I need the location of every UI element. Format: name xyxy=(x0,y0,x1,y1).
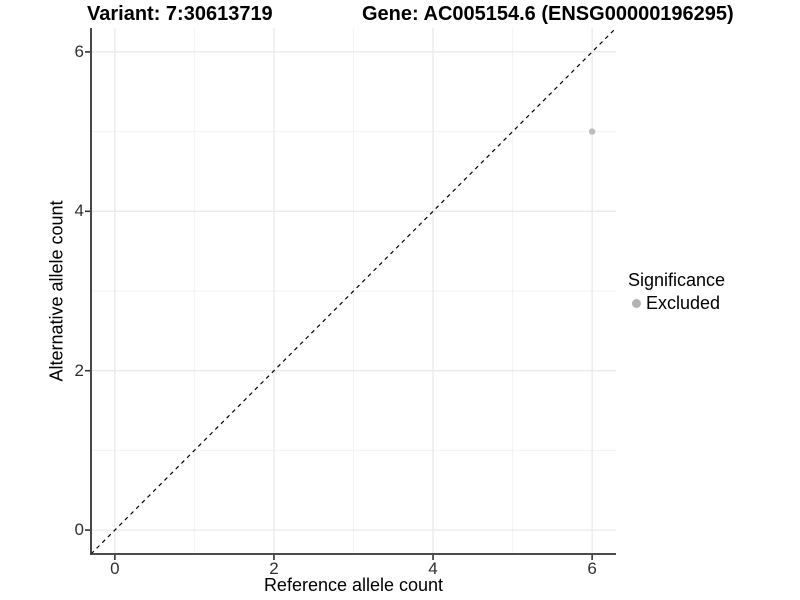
legend-item-excluded: Excluded xyxy=(628,292,725,313)
excluded-point-icon xyxy=(632,298,641,308)
data-point-excluded xyxy=(588,128,596,135)
gene-title: Gene: AC005154.6 (ENSG00000196295) xyxy=(362,3,734,25)
y-tick-label: 2 xyxy=(74,360,84,380)
legend: Significance Excluded xyxy=(628,270,726,313)
x-axis-title: Reference allele count xyxy=(263,575,444,595)
legend-title: Significance xyxy=(628,270,726,290)
x-tick-label: 2 xyxy=(269,559,279,578)
y-tick-label: 4 xyxy=(74,201,84,221)
variant-title: Variant: 7:30613719 xyxy=(87,3,273,25)
identity-reference-line xyxy=(90,27,617,555)
legend-item-label: Excluded xyxy=(646,292,721,313)
x-tick-label: 0 xyxy=(110,559,120,578)
x-tick-label: 4 xyxy=(428,559,438,578)
y-tick-label: 0 xyxy=(74,520,84,540)
y-tick-label: 6 xyxy=(74,41,84,61)
y-axis-title: Alternative allele count xyxy=(46,200,67,382)
x-tick-label: 6 xyxy=(587,559,597,578)
